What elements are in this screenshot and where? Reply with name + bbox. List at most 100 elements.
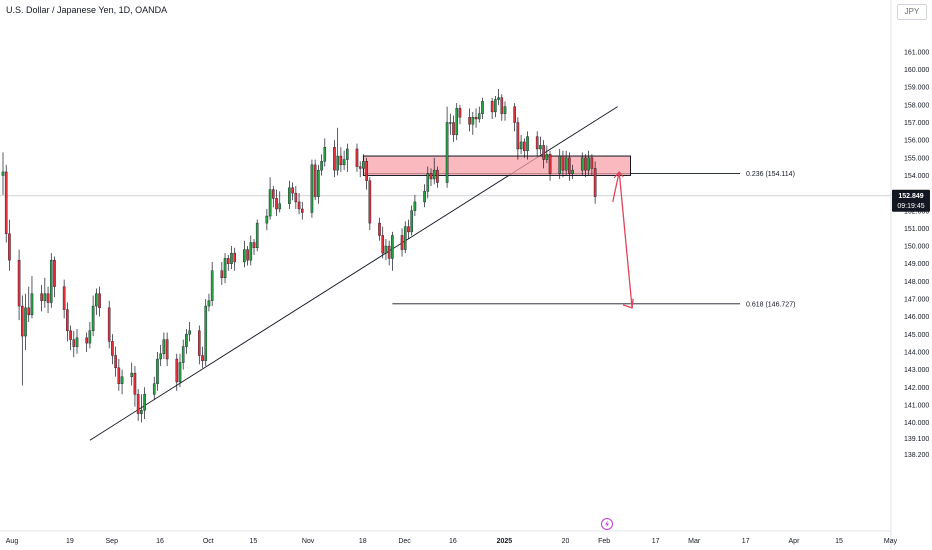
price-tick-label: 147.000 — [904, 297, 929, 304]
candle — [252, 238, 256, 255]
candle — [66, 302, 69, 342]
candle-body-up — [336, 155, 339, 171]
candle — [564, 150, 568, 176]
candle-body-up — [471, 117, 475, 125]
candle — [91, 295, 95, 337]
candle — [333, 140, 336, 178]
price-tick-label: 145.000 — [904, 332, 929, 339]
lightning-icon[interactable] — [601, 518, 613, 530]
candle-body-up — [204, 305, 208, 361]
candle — [500, 94, 504, 121]
candle-body-up — [143, 394, 146, 411]
candle-body-up — [477, 113, 481, 120]
candle-body-down — [62, 286, 66, 310]
candle-body-up — [152, 383, 156, 395]
candle — [291, 182, 294, 201]
candle-body-down — [387, 245, 391, 259]
price-tag-value: 152.849 — [898, 193, 923, 200]
candle — [403, 221, 407, 254]
candle — [288, 180, 291, 209]
candle-body-up — [432, 169, 436, 180]
fib-level-label: 0.618 (146.727) — [746, 301, 795, 308]
price-axis[interactable]: 161.000 160.000 159.000 158.000 157.000 156.0… — [904, 49, 929, 458]
candle — [481, 97, 484, 119]
candle-series — [1, 88, 597, 423]
candle-body-down — [400, 235, 404, 250]
price-tag[interactable] — [892, 189, 930, 212]
price-tick-label: 144.000 — [904, 349, 929, 356]
candle-body-down — [436, 169, 439, 183]
candle-body-up — [95, 293, 98, 307]
candle-body-down — [535, 136, 539, 150]
price-tick-label: 161.000 — [904, 49, 929, 56]
candle-body-up — [545, 154, 549, 160]
candle — [294, 186, 298, 209]
candle-body-up — [384, 245, 388, 254]
resistance-zone — [362, 155, 632, 176]
candle — [365, 157, 368, 190]
candle-body-down — [4, 171, 8, 234]
candle — [40, 284, 43, 312]
price-tick-label: 146.000 — [904, 314, 929, 321]
candle — [188, 321, 191, 342]
candle-body-down — [468, 117, 471, 125]
time-axis[interactable]: Aug 19 Sep 16 Oct 15 Nov 18 Dec 16 2025 20 Feb 17 Mar 1… — [6, 538, 898, 545]
candle — [523, 138, 526, 158]
price-tick-label: 154.000 — [904, 173, 929, 180]
arrowhead-icon — [622, 298, 634, 309]
candle — [458, 104, 462, 125]
candle-body-down — [297, 201, 301, 210]
time-tick-label: Dec — [398, 538, 411, 545]
candle — [249, 235, 253, 266]
candle-body-up — [310, 164, 314, 213]
candle-body-down — [355, 148, 359, 167]
candle-body-up — [24, 307, 27, 337]
candle — [436, 166, 439, 188]
candle — [246, 246, 249, 266]
candle — [1, 152, 5, 195]
candle — [432, 157, 436, 185]
time-tick-label: Mar — [688, 538, 701, 545]
candle-body-down — [46, 293, 50, 303]
candle — [140, 394, 143, 423]
candle-body-down — [107, 307, 111, 342]
candle-body-up — [539, 145, 542, 150]
candle — [413, 194, 417, 217]
candle-body-up — [519, 141, 523, 150]
candle — [568, 152, 571, 181]
candle — [230, 246, 233, 269]
candle-body-up — [426, 173, 430, 192]
candle-body-up — [320, 161, 323, 171]
candle — [339, 147, 343, 172]
candle — [185, 329, 188, 354]
currency-badge[interactable]: JPY — [897, 4, 927, 20]
candle-body-down — [114, 355, 117, 369]
candle — [255, 219, 259, 252]
price-tick-label: 158.000 — [904, 102, 929, 109]
time-tick-label: 2025 — [497, 538, 513, 545]
candle — [46, 286, 50, 314]
candle — [497, 88, 500, 105]
candle-body-down — [233, 252, 236, 263]
candle — [320, 154, 323, 176]
candle — [8, 219, 11, 271]
time-tick-label: 16 — [156, 538, 164, 545]
candle-body-down — [452, 122, 455, 136]
candle-body-up — [249, 242, 253, 261]
candle — [593, 161, 597, 204]
candle — [587, 150, 590, 176]
candle-body-up — [156, 358, 159, 384]
time-tick-label: Nov — [302, 538, 315, 545]
candle — [265, 208, 269, 231]
candle-body-up — [91, 305, 95, 331]
candle — [162, 332, 166, 360]
candle-body-down — [365, 161, 368, 181]
candle-body-down — [407, 226, 410, 233]
candle-body-down — [500, 97, 504, 114]
candle — [449, 113, 452, 135]
candle-body-up — [323, 147, 327, 162]
candle — [156, 351, 159, 391]
candle — [323, 138, 327, 167]
candle-body-up — [571, 169, 574, 174]
